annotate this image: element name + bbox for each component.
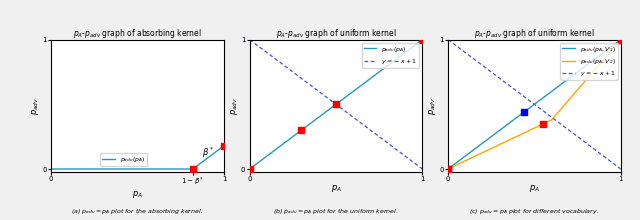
Title: $p_A$-$p_{adv}$ graph of absorbing kernel: $p_A$-$p_{adv}$ graph of absorbing kerne…	[73, 27, 202, 40]
Legend: $p_{adv}(p_A, V_1)$, $p_{adv}(p_A, V_2)$, $y = -x + 1$: $p_{adv}(p_A, V_1)$, $p_{adv}(p_A, V_2)$…	[561, 43, 618, 80]
Legend: $p_{adv}(p_A)$, $y = -x + 1$: $p_{adv}(p_A)$, $y = -x + 1$	[362, 43, 419, 68]
Text: (b) $p_{adv} = p_A$ plot for the uniform kernel.: (b) $p_{adv} = p_A$ plot for the uniform…	[273, 207, 399, 216]
Point	[219, 144, 229, 147]
Point	[616, 38, 626, 41]
Point	[538, 122, 548, 125]
Point	[443, 167, 453, 171]
Point	[244, 167, 255, 171]
Point	[331, 103, 341, 106]
Point	[616, 38, 626, 41]
Text: $\beta^*$: $\beta^*$	[202, 146, 214, 160]
Y-axis label: $p_{adv}$: $p_{adv}$	[228, 97, 239, 115]
Text: (a) $p_{adv} = p_A$ plot for the absorbing kernel.: (a) $p_{adv} = p_A$ plot for the absorbi…	[72, 207, 204, 216]
Title: $p_A$-$p_{adv}$ graph of uniform kernel: $p_A$-$p_{adv}$ graph of uniform kernel	[474, 27, 595, 40]
X-axis label: $p_A$: $p_A$	[330, 183, 342, 194]
Point	[443, 167, 453, 171]
Text: (c) $p_{adv} = p_A$ plot for different vocabulary.: (c) $p_{adv} = p_A$ plot for different v…	[469, 207, 600, 216]
Y-axis label: $p_{adv}$: $p_{adv}$	[427, 97, 438, 115]
Point	[519, 110, 529, 114]
Legend: $p_{adv}(p_A)$: $p_{adv}(p_A)$	[100, 153, 147, 166]
Point	[296, 128, 307, 132]
Point	[188, 167, 198, 171]
X-axis label: $p_A$: $p_A$	[529, 183, 540, 194]
Title: $p_A$-$p_{adv}$ graph of uniform kernel: $p_A$-$p_{adv}$ graph of uniform kernel	[276, 27, 396, 40]
Y-axis label: $p_{adv}$: $p_{adv}$	[30, 97, 41, 115]
Point	[417, 38, 428, 41]
X-axis label: $p_A$: $p_A$	[132, 189, 143, 200]
